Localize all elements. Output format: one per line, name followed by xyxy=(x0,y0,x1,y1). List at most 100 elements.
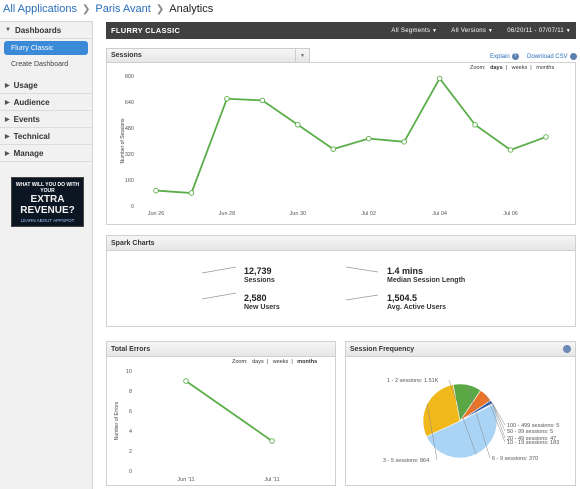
triangle-right-icon: ▶ xyxy=(5,116,10,123)
sessions-data-point xyxy=(330,146,337,152)
x-tick-label: Jun 30 xyxy=(290,211,307,217)
zoom-days[interactable]: days xyxy=(252,359,264,365)
sessions-data-point xyxy=(401,139,407,145)
zoom-label: Zoom: xyxy=(470,65,486,71)
sessions-series-line xyxy=(155,76,547,194)
versions-dropdown[interactable]: All Versions xyxy=(451,28,493,34)
zoom-months[interactable]: months xyxy=(536,65,555,71)
triangle-right-icon: ▶ xyxy=(5,82,10,89)
chevron-right-icon: ❯ xyxy=(155,3,165,15)
zoom-months[interactable]: months xyxy=(297,359,318,365)
sidebar-section-label: Manage xyxy=(13,148,44,158)
ad-line-2: EXTRA REVENUE? xyxy=(20,194,75,216)
csv-icon xyxy=(569,53,577,60)
sessions-data-point xyxy=(153,187,159,194)
y-tick-label: 8 xyxy=(129,389,132,395)
appspot-ad-banner[interactable]: WHAT WILL YOU DO WITH YOUR EXTRA REVENUE… xyxy=(11,177,84,227)
y-axis-label: Number of Sessions xyxy=(120,118,126,164)
segments-dropdown[interactable]: All Segments xyxy=(391,28,437,34)
sessions-data-point xyxy=(259,97,266,104)
download-label: Download CSV xyxy=(527,54,568,61)
csv-icon[interactable] xyxy=(563,345,571,353)
errors-data-point xyxy=(269,438,275,444)
explain-label: Explain xyxy=(490,54,510,61)
sessions-metric-selector[interactable]: Sessions ▼ xyxy=(106,48,310,63)
help-icon: ? xyxy=(511,53,519,60)
sessions-zoom: Zoom: days | weeks | months xyxy=(470,65,555,71)
total-errors-title: Total Errors xyxy=(107,342,335,357)
sidebar-section-label: Audience xyxy=(13,97,50,107)
y-tick-label: 4 xyxy=(129,429,132,435)
breadcrumb-app[interactable]: Paris Avant xyxy=(95,3,151,15)
spark-charts-panel: Spark Charts xyxy=(106,235,576,327)
sidebar-dashboards-header[interactable]: ▼ Dashboards xyxy=(0,22,92,39)
spark-active-users: 1,504.5 Avg. Active Users xyxy=(387,293,446,311)
spark-new-users: 2,580 New Users xyxy=(244,293,280,311)
sessions-title: Sessions xyxy=(111,52,142,59)
dashboard-title: FLURRY CLASSIC xyxy=(111,26,181,35)
spark-median-label: Median Session Length xyxy=(387,277,466,284)
breadcrumb: All Applications ❯ Paris Avant ❯ Analyti… xyxy=(3,1,213,17)
sidebar-item-flurry-classic[interactable]: Flurry Classic xyxy=(4,41,88,55)
sparkline-new-users xyxy=(201,292,237,300)
y-tick-label: 0 xyxy=(129,469,132,475)
pie-slice-label: 1 - 2 sessions: 1.51K xyxy=(387,378,439,384)
zoom-weeks[interactable]: weeks xyxy=(511,65,528,71)
dashboard-titlebar: FLURRY CLASSIC All Segments All Versions… xyxy=(106,22,576,39)
errors-data-point xyxy=(183,378,189,384)
x-tick-label: Jul 04 xyxy=(432,211,447,217)
sidebar-section-label: Usage xyxy=(13,80,38,90)
y-axis-label: Number of Errors xyxy=(114,401,120,440)
pie-leader-line xyxy=(448,379,477,455)
x-tick-label: Jun '11 xyxy=(177,477,194,483)
sessions-data-point xyxy=(472,122,478,128)
x-tick-label: Jul 02 xyxy=(361,211,376,217)
pie-leader-line xyxy=(467,384,491,459)
pie-leader-line xyxy=(492,403,506,426)
explain-link[interactable]: Explain? xyxy=(490,53,519,60)
breadcrumb-all-applications[interactable]: All Applications xyxy=(3,3,77,15)
sessions-chart-panel xyxy=(106,62,576,225)
y-tick-label: 160 xyxy=(125,178,134,184)
pie-slice-label: 20 - 49 sessions: 47 xyxy=(507,436,556,442)
chevron-right-icon: ❯ xyxy=(82,3,91,15)
x-tick-label: Jul 06 xyxy=(503,211,518,217)
x-tick-label: Jun 26 xyxy=(148,211,165,217)
sidebar-section-manage[interactable]: ▶ Manage xyxy=(0,145,92,162)
y-tick-label: 640 xyxy=(125,100,134,106)
sidebar-section-events[interactable]: ▶ Events xyxy=(0,111,92,128)
sidebar-section-usage[interactable]: ▶ Usage xyxy=(0,77,92,94)
sidebar-section-label: Events xyxy=(13,114,40,124)
ad-line-1: WHAT WILL YOU DO WITH YOUR xyxy=(15,182,80,194)
sidebar-dashboards-label: Dashboards xyxy=(14,25,62,35)
sidebar-section-label: Technical xyxy=(13,131,50,141)
zoom-weeks[interactable]: weeks xyxy=(272,359,289,365)
sessions-data-point xyxy=(224,96,230,102)
spark-sessions-value: 12,739 xyxy=(244,266,272,276)
y-tick-label: 6 xyxy=(129,409,132,415)
spark-active-users-label: Avg. Active Users xyxy=(387,304,447,311)
sidebar-section-technical[interactable]: ▶ Technical xyxy=(0,128,92,145)
sidebar-item-create-dashboard[interactable]: Create Dashboard xyxy=(11,60,69,68)
pie-leader-line xyxy=(426,403,438,461)
date-range-dropdown[interactable]: 06/20/11 - 07/07/11 xyxy=(507,28,571,34)
sidebar-section-audience[interactable]: ▶ Audience xyxy=(0,94,92,111)
spark-active-users-value: 1,504.5 xyxy=(387,293,418,303)
zoom-days[interactable]: days xyxy=(490,65,503,71)
triangle-right-icon: ▶ xyxy=(5,99,10,106)
spark-new-users-label: New Users xyxy=(244,304,280,311)
download-csv-link[interactable]: Download CSV xyxy=(527,53,577,60)
sessions-line-chart: 0 160 320 480 640 800 Number of Sessions Jun 26… xyxy=(120,74,549,217)
pie-leader-line xyxy=(491,401,506,439)
spark-sessions: 12,739 Sessions xyxy=(244,266,275,284)
pie-slice-label: 10 - 19 sessions: 183 xyxy=(507,440,559,446)
x-tick-label: Jun 28 xyxy=(219,211,236,217)
triangle-right-icon: ▶ xyxy=(5,133,10,140)
pie-slice-label: 50 - 99 sessions: 5 xyxy=(507,429,553,435)
spark-new-users-value: 2,580 xyxy=(244,293,267,303)
y-tick-label: 2 xyxy=(129,449,132,455)
chevron-down-icon[interactable]: ▼ xyxy=(295,49,309,62)
sessions-data-point xyxy=(188,190,195,196)
sessions-data-point xyxy=(507,147,514,153)
spark-sessions-label: Sessions xyxy=(244,277,275,284)
